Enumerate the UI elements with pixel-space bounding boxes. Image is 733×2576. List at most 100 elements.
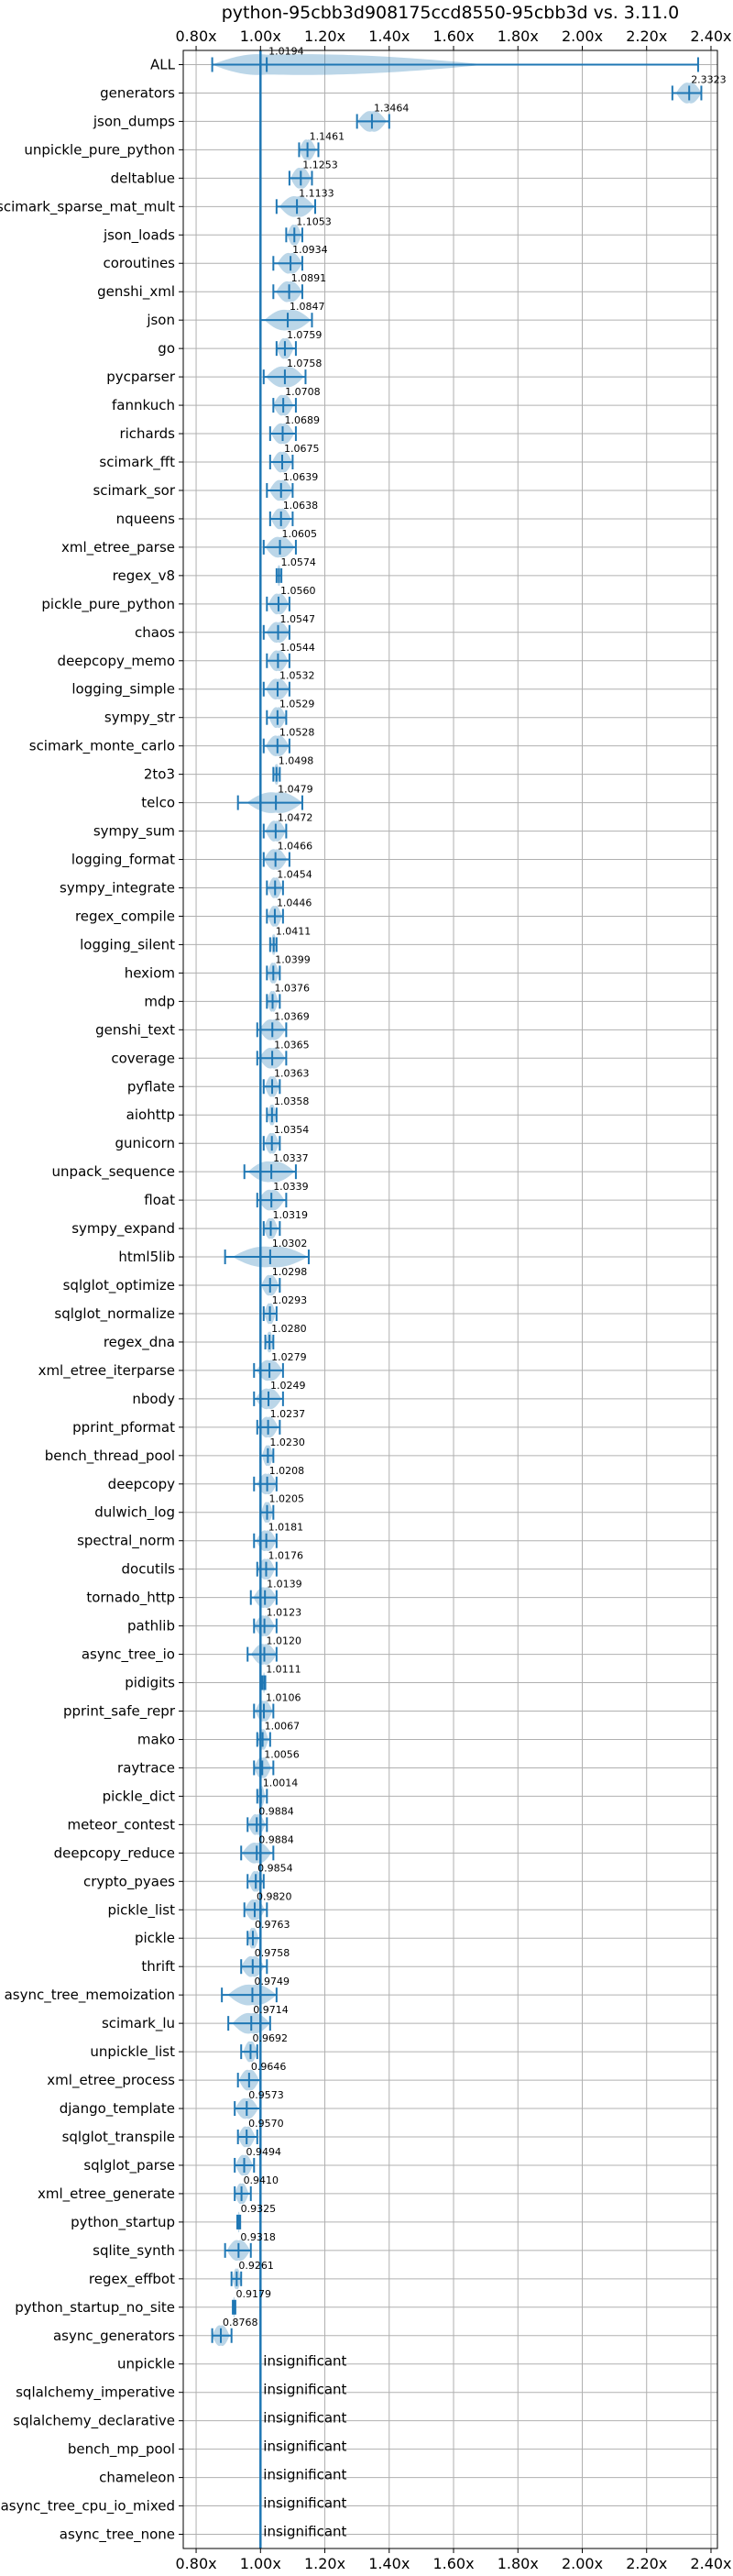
x-tick-label-top: 0.80x (176, 28, 217, 45)
insignificant-label: insignificant (263, 2467, 346, 2483)
insignificant-label: insignificant (263, 2353, 346, 2370)
insignificant-label: insignificant (263, 2410, 346, 2427)
value-label: 1.1461 (310, 130, 345, 142)
benchmark-label: async_tree_io (82, 1646, 175, 1664)
x-tick-label-bottom: 1.20x (304, 2555, 345, 2572)
benchmark-label: go (158, 340, 175, 357)
value-label: 2.3323 (691, 73, 727, 85)
value-label: 1.0689 (284, 414, 320, 426)
value-label: 1.0934 (292, 244, 328, 256)
x-tick-label-bottom: 1.60x (432, 2555, 474, 2572)
x-tick-label-bottom: 2.00x (562, 2555, 603, 2572)
benchmark-label: chaos (135, 624, 175, 641)
benchmark-label: bench_thread_pool (45, 1448, 175, 1465)
benchmark-label: mdp (144, 993, 175, 1009)
benchmark-label: async_tree_cpu_io_mixed (1, 2498, 175, 2515)
benchmark-label: xml_etree_generate (38, 2185, 175, 2203)
value-label: 1.0758 (287, 358, 323, 369)
value-label: 1.0120 (267, 1635, 302, 1647)
value-label: 1.0363 (274, 1067, 310, 1079)
axis-layer: 0.80x 0.80x 1.00x 1.00x 1.20x 1.20x 1.40x 1.40x… (0, 28, 732, 2572)
value-label: 1.1253 (302, 159, 338, 171)
value-label: 0.9410 (244, 2174, 279, 2186)
benchmark-label: pprint_safe_repr (63, 1703, 176, 1721)
value-label: 1.0365 (274, 1039, 310, 1051)
value-label: 0.9692 (252, 2032, 288, 2044)
value-label: 1.0759 (287, 329, 323, 341)
value-label: 1.0208 (269, 1465, 305, 1477)
value-label: 1.0560 (280, 585, 316, 597)
benchmark-label: pickle_dict (103, 1788, 175, 1805)
benchmark-label: pickle_pure_python (41, 596, 175, 613)
value-label: 0.9261 (238, 2260, 274, 2272)
value-label: 1.0181 (268, 1522, 304, 1534)
value-label: 1.0639 (283, 471, 319, 483)
benchmark-label: dulwich_log (94, 1504, 175, 1522)
value-label: 1.0056 (264, 1748, 300, 1760)
x-tick-label-bottom: 1.80x (498, 2555, 539, 2572)
value-label: 1.0354 (274, 1124, 310, 1136)
benchmark-label: python_startup_no_site (15, 2299, 175, 2317)
value-label: 1.0339 (273, 1181, 309, 1193)
x-tick-label-bottom: 1.40x (368, 2555, 410, 2572)
benchmark-label: sqlite_synth (93, 2242, 175, 2260)
value-label: 1.0358 (274, 1095, 310, 1107)
value-label: 0.9749 (254, 1976, 290, 1987)
benchmark-label: pprint_pformat (72, 1419, 175, 1437)
benchmark-label: docutils (122, 1561, 176, 1578)
benchmark-label: scimark_lu (102, 2015, 175, 2032)
benchmark-label: ALL (150, 56, 176, 72)
value-label: 1.0298 (272, 1266, 308, 1278)
value-label: 1.0675 (284, 443, 320, 455)
benchmark-label: float (144, 1192, 175, 1208)
benchmark-label: xml_etree_iterparse (38, 1362, 175, 1380)
value-label: 0.9820 (257, 1890, 292, 1902)
benchmark-label: deltablue (111, 170, 175, 186)
benchmark-label: crypto_pyaes (83, 1873, 175, 1890)
value-label: 1.0466 (278, 841, 313, 853)
benchmark-label: pycparser (106, 369, 176, 385)
benchmark-label: 2to3 (144, 766, 175, 783)
benchmark-label: html5lib (118, 1249, 175, 1265)
benchmark-label: sympy_integrate (60, 879, 175, 897)
benchmark-label: json_dumps (93, 113, 175, 130)
benchmark-label: django_template (60, 2100, 175, 2118)
value-label: 1.0067 (265, 1720, 301, 1732)
value-label: 0.9573 (248, 2089, 284, 2101)
x-tick-label-top: 1.20x (304, 28, 345, 45)
value-label: 0.8768 (223, 2317, 258, 2328)
value-label: 1.0319 (272, 1209, 308, 1221)
benchmark-label: coroutines (103, 255, 175, 271)
value-label: 1.0411 (276, 925, 312, 937)
benchmark-label: unpack_sequence (52, 1163, 175, 1181)
x-tick-label-top: 1.40x (368, 28, 410, 45)
value-label: 1.0479 (278, 784, 313, 796)
value-label: 0.9854 (257, 1862, 293, 1874)
benchmark-label: sqlglot_optimize (63, 1277, 175, 1294)
x-tick-label-top: 1.00x (240, 28, 281, 45)
benchmark-label: sympy_str (104, 710, 176, 727)
benchmark-label: xml_etree_process (47, 2072, 175, 2089)
benchmark-label: pidigits (125, 1675, 175, 1691)
benchmark-label: gunicorn (115, 1135, 175, 1151)
benchmark-label: logging_simple (71, 681, 175, 699)
x-tick-label-top: 1.80x (498, 28, 539, 45)
value-label: 1.0547 (280, 613, 316, 625)
benchmark-label: sympy_expand (71, 1220, 175, 1238)
benchmark-label: deepcopy (108, 1476, 175, 1492)
value-label: 0.9884 (258, 1805, 294, 1817)
benchmark-label: sqlalchemy_imperative (16, 2384, 175, 2402)
value-label: 1.0279 (271, 1351, 307, 1363)
value-label: 1.0194 (268, 45, 304, 57)
value-label: 0.9646 (251, 2061, 287, 2073)
label-layer: 1.0194 2.3323 1.3464 1.1461 1.1253 1.1133 1.10… (223, 45, 727, 2539)
value-label: 1.1053 (296, 215, 332, 227)
value-label: 1.0847 (290, 301, 325, 313)
benchmark-label: genshi_text (95, 1021, 175, 1039)
benchmark-label: sqlglot_normalize (54, 1305, 175, 1323)
benchmark-label: scimark_monte_carlo (29, 738, 175, 755)
value-label: 0.9494 (246, 2146, 282, 2158)
value-label: 1.0369 (274, 1010, 310, 1022)
benchmark-label: python_startup (71, 2214, 175, 2231)
